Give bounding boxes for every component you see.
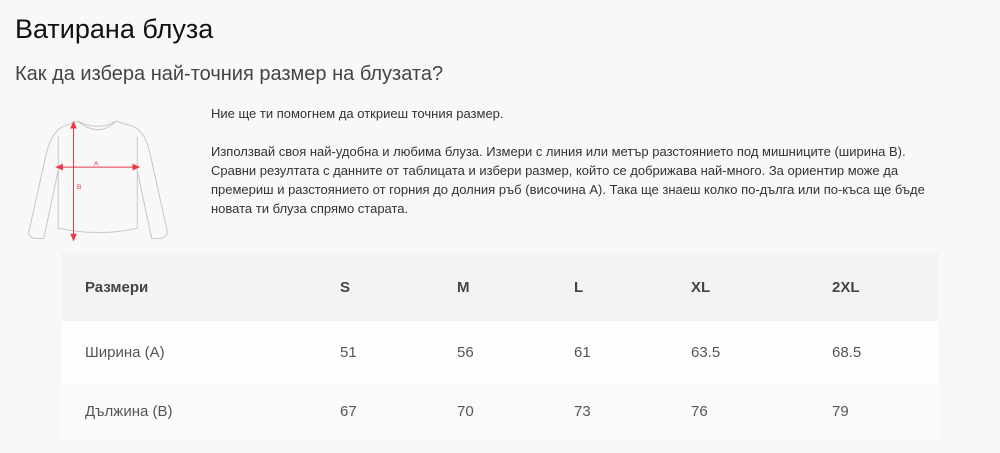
cell: 68.5 — [832, 321, 939, 383]
cell: 73 — [574, 383, 691, 440]
sweatshirt-measurement-illustration: A B — [28, 120, 168, 242]
cell: 56 — [457, 321, 574, 383]
row-label: Ширина (A) — [61, 321, 340, 383]
label-a: A — [94, 160, 99, 167]
header-size-s: S — [340, 253, 457, 321]
size-table: Размери S M L XL 2XL Ширина (A) 51 56 61… — [61, 253, 939, 440]
size-guide-subtitle: Как да избера най-точния размер на блуза… — [15, 63, 444, 85]
cell: 63.5 — [691, 321, 832, 383]
page-title: Ватирана блуза — [15, 14, 214, 44]
header-size-m: M — [457, 253, 574, 321]
header-size-l: L — [574, 253, 691, 321]
intro-paragraph: Ние ще ти помогнем да откриеш точния раз… — [211, 106, 504, 121]
header-size-xl: XL — [691, 253, 832, 321]
cell: 67 — [340, 383, 457, 440]
intro-paragraph: Използвай своя най-удобна и любима блуза… — [211, 144, 925, 216]
table-row: Ширина (A) 51 56 61 63.5 68.5 — [61, 321, 939, 383]
cell: 61 — [574, 321, 691, 383]
size-guide-intro: Ние ще ти помогнем да откриеш точния раз… — [211, 104, 931, 237]
table-header-row: Размери S M L XL 2XL — [61, 253, 939, 321]
table-row: Дължина (B) 67 70 73 76 79 — [61, 383, 939, 440]
header-size-2xl: 2XL — [832, 253, 939, 321]
row-label: Дължина (B) — [61, 383, 340, 440]
cell: 76 — [691, 383, 832, 440]
header-sizes: Размери — [61, 253, 340, 321]
cell: 51 — [340, 321, 457, 383]
label-b: B — [77, 184, 82, 191]
measurement-arrows — [55, 120, 141, 242]
cell: 79 — [832, 383, 939, 440]
cell: 70 — [457, 383, 574, 440]
